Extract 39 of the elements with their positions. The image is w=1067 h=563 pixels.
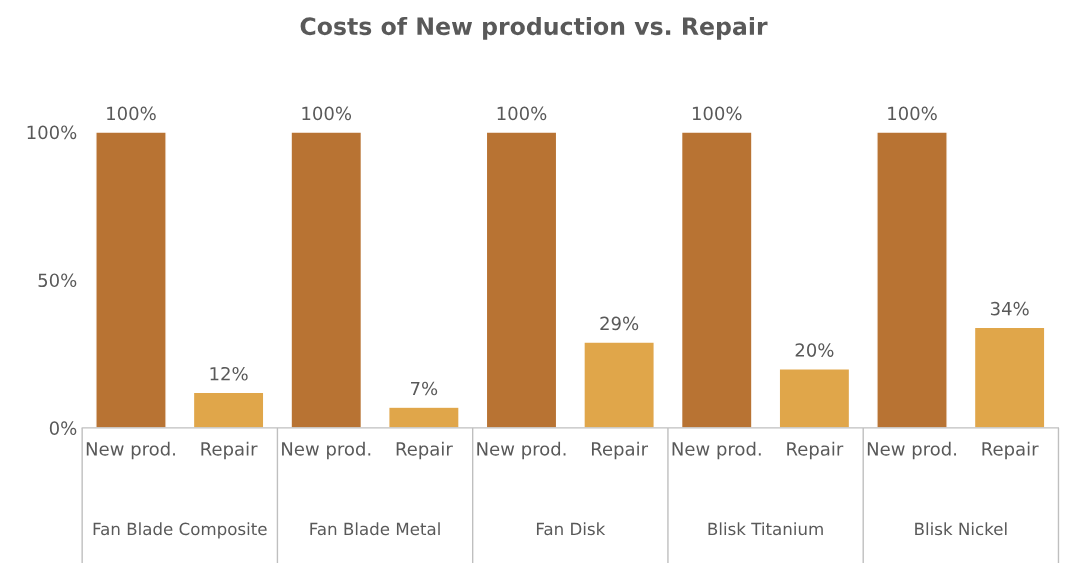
text: Blisk Titanium bbox=[708, 522, 823, 536]
x-tick-label: New prod. bbox=[867, 441, 956, 460]
x-tick-label: Repair bbox=[787, 441, 844, 460]
x-tick-label: Repair bbox=[591, 441, 649, 460]
text: Fan Disk bbox=[536, 522, 606, 536]
data-label: 100% bbox=[302, 106, 352, 121]
data-label: 100% bbox=[497, 106, 547, 121]
chart-title: Costs of New production vs. Repair bbox=[300, 16, 768, 40]
text: Fan Blade Metal bbox=[310, 522, 440, 536]
x-tick-label: New prod. bbox=[672, 441, 761, 460]
x-tick-label: Repair bbox=[396, 441, 453, 460]
data-label: 20% bbox=[795, 343, 834, 357]
y-tick-label: 100% bbox=[27, 125, 77, 140]
x-tick-label: New prod. bbox=[282, 441, 371, 460]
x-tick-label: New prod. bbox=[477, 441, 566, 460]
bar bbox=[485, 132, 558, 428]
bar bbox=[876, 132, 948, 428]
x-tick-label: New prod. bbox=[86, 441, 175, 460]
y-tick-label: 50% bbox=[38, 273, 77, 288]
bar bbox=[583, 341, 655, 428]
x-tick-label: Repair bbox=[982, 441, 1039, 460]
data-label: 100% bbox=[888, 106, 937, 121]
text: Blisk Nickel bbox=[915, 522, 1007, 536]
data-label: 12% bbox=[210, 366, 248, 381]
y-tick-label: 0% bbox=[49, 421, 77, 435]
text: Fan Blade Composite bbox=[93, 522, 267, 539]
bar bbox=[973, 326, 1046, 428]
bar bbox=[95, 132, 167, 428]
bar bbox=[778, 368, 851, 428]
data-label: 7% bbox=[411, 381, 438, 396]
x-tick-label: Repair bbox=[201, 441, 258, 460]
bar bbox=[680, 132, 753, 428]
data-label: 100% bbox=[107, 106, 156, 121]
data-label: 100% bbox=[692, 106, 742, 121]
bar bbox=[388, 406, 460, 428]
data-label: 34% bbox=[990, 301, 1029, 316]
bar bbox=[290, 132, 363, 428]
bar bbox=[192, 391, 265, 428]
data-label: 29% bbox=[600, 316, 639, 331]
